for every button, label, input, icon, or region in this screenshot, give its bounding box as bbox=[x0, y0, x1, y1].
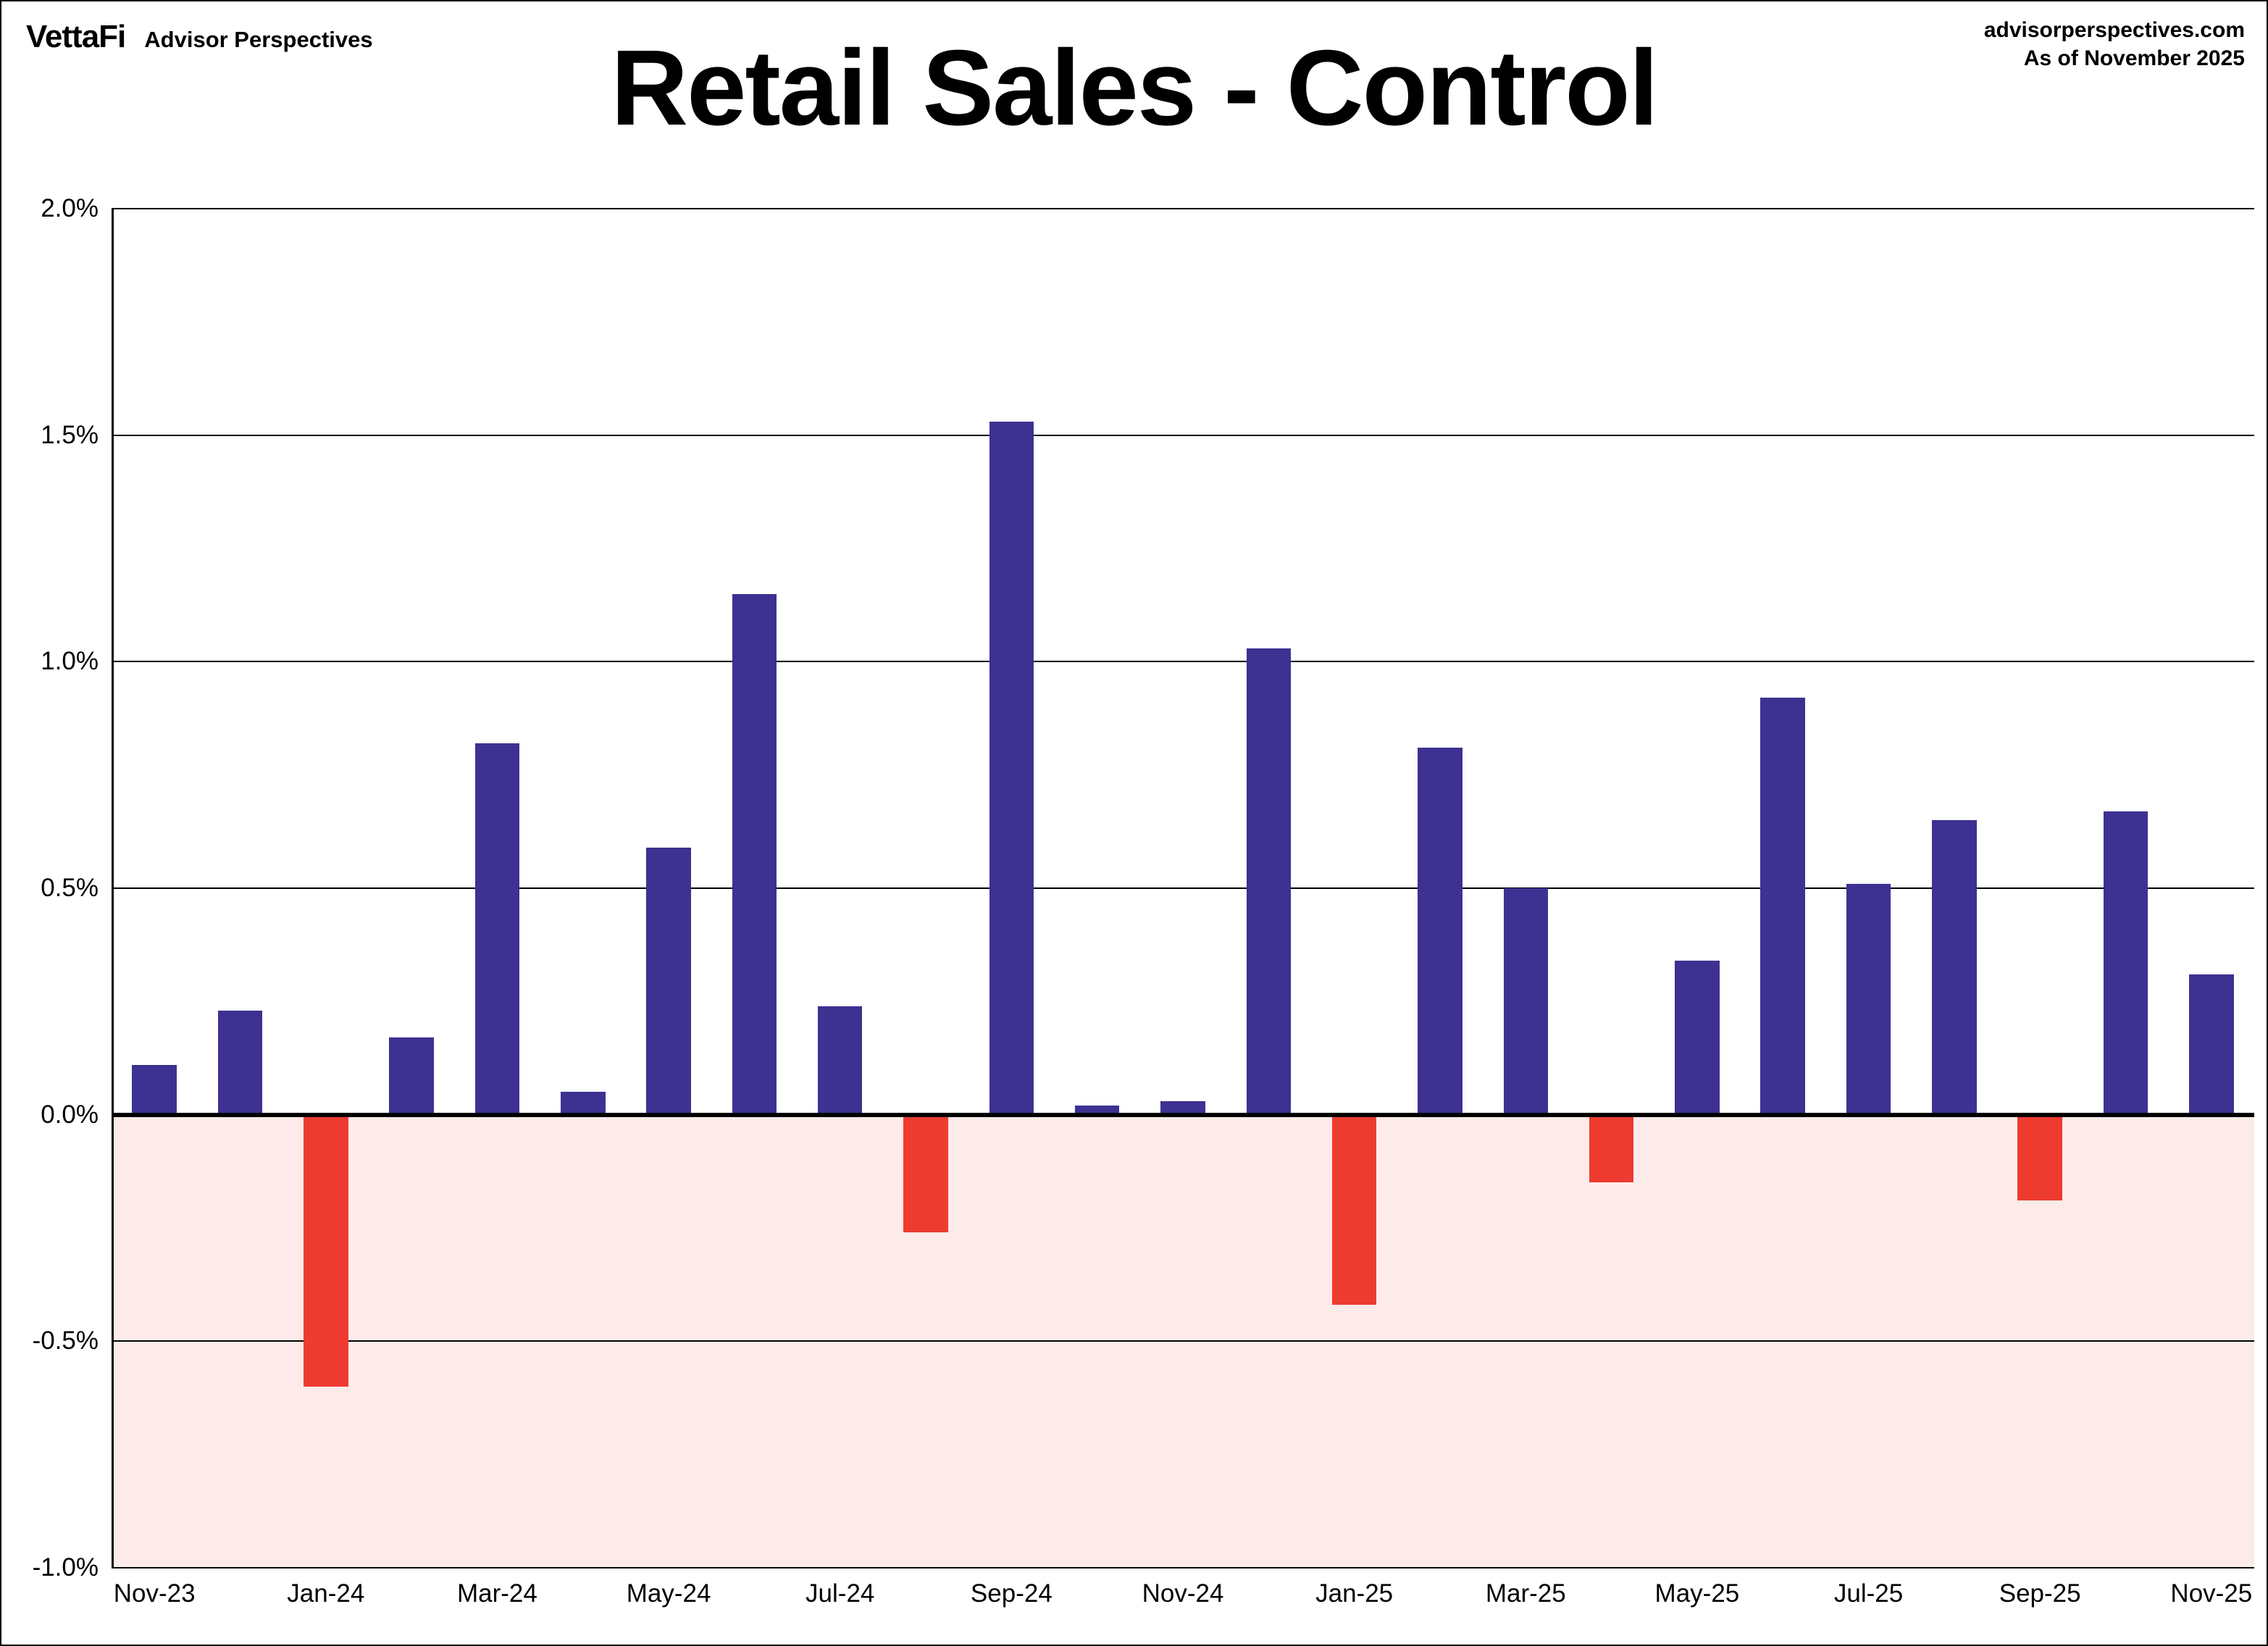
gridline bbox=[112, 434, 2254, 436]
x-tick-label: Mar-25 bbox=[1485, 1579, 1566, 1608]
bar-May-25 bbox=[1675, 961, 1720, 1115]
chart-title: Retail Sales - Control bbox=[611, 28, 1659, 148]
y-tick-label: 1.5% bbox=[41, 420, 99, 449]
bar-Dec-23 bbox=[217, 1010, 263, 1115]
bar-Feb-25 bbox=[1418, 748, 1463, 1115]
y-tick-label: -1.0% bbox=[32, 1553, 99, 1582]
y-axis-line bbox=[112, 209, 114, 1568]
bar-Sep-25 bbox=[2017, 1114, 2062, 1201]
bar-Mar-25 bbox=[1503, 888, 1549, 1115]
x-tick-label: Nov-25 bbox=[2170, 1579, 2253, 1608]
x-axis: Nov-23 Jan-24 Mar-24 May-24 Jul-24 Sep-24 Nov-… bbox=[112, 1579, 2254, 1623]
gridline bbox=[112, 887, 2254, 889]
y-tick-label: -0.5% bbox=[32, 1327, 99, 1355]
x-tick-label: Sep-24 bbox=[970, 1579, 1053, 1608]
bar-Nov-24 bbox=[1160, 1100, 1205, 1115]
bar-Aug-24 bbox=[903, 1114, 948, 1233]
as-of-date: As of November 2025 bbox=[2023, 46, 2245, 70]
x-tick-label: Jul-25 bbox=[1833, 1579, 1904, 1608]
bar-Jul-25 bbox=[1846, 883, 1891, 1115]
bar-Nov-23 bbox=[132, 1064, 177, 1115]
bar-Sep-24 bbox=[989, 421, 1034, 1115]
x-tick-label: Mar-24 bbox=[457, 1579, 537, 1608]
bar-Dec-24 bbox=[1246, 648, 1292, 1115]
gridline bbox=[112, 208, 2254, 209]
x-tick-label: Sep-25 bbox=[1999, 1579, 2081, 1608]
y-tick-label: 0.0% bbox=[41, 1100, 99, 1129]
bar-May-24 bbox=[646, 847, 691, 1115]
bar-Mar-24 bbox=[474, 743, 520, 1115]
x-tick-label: May-25 bbox=[1654, 1579, 1740, 1608]
x-tick-label: Jan-24 bbox=[287, 1579, 365, 1608]
x-tick-label: Jan-25 bbox=[1315, 1579, 1394, 1608]
bar-Jun-25 bbox=[1760, 698, 1805, 1115]
bar-Jan-24 bbox=[304, 1114, 348, 1387]
y-tick-label: 0.5% bbox=[41, 874, 99, 902]
x-tick-label: Jul-24 bbox=[805, 1579, 875, 1608]
bar-Oct-24 bbox=[1074, 1106, 1120, 1115]
zero-axis-line bbox=[112, 1112, 2254, 1117]
bar-Feb-24 bbox=[389, 1037, 434, 1115]
bar-Jun-24 bbox=[732, 593, 777, 1115]
y-tick-label: 1.0% bbox=[41, 647, 99, 676]
source-url: advisorperspectives.com bbox=[1983, 18, 2245, 42]
bar-Nov-25 bbox=[2189, 974, 2234, 1115]
y-tick-label: 2.0% bbox=[41, 194, 99, 222]
source-block: advisorperspectives.com As of November 2… bbox=[1984, 16, 2245, 72]
bar-Oct-25 bbox=[2103, 811, 2148, 1115]
x-tick-label: Nov-24 bbox=[1142, 1579, 1224, 1608]
gridline bbox=[112, 1567, 2254, 1568]
bar-Aug-25 bbox=[1932, 820, 1977, 1115]
x-tick-label: May-24 bbox=[626, 1579, 711, 1608]
x-tick-label: Nov-23 bbox=[113, 1579, 196, 1608]
plot-area bbox=[112, 208, 2254, 1568]
vettafi-logo: VettaFi bbox=[26, 19, 126, 54]
bar-Jan-25 bbox=[1331, 1114, 1377, 1305]
logo-group: VettaFi Advisor Perspectives bbox=[26, 19, 373, 55]
bar-Jul-24 bbox=[817, 1006, 863, 1115]
gridline bbox=[112, 661, 2254, 663]
bar-Apr-25 bbox=[1589, 1114, 1634, 1183]
bar-Apr-24 bbox=[560, 1092, 606, 1115]
advisor-perspectives-label: Advisor Perspectives bbox=[144, 27, 373, 52]
gridline bbox=[112, 1340, 2254, 1342]
y-axis: 2.0% 1.5% 1.0% 0.5% 0.0% -0.5% -1.0% bbox=[1, 194, 99, 1582]
